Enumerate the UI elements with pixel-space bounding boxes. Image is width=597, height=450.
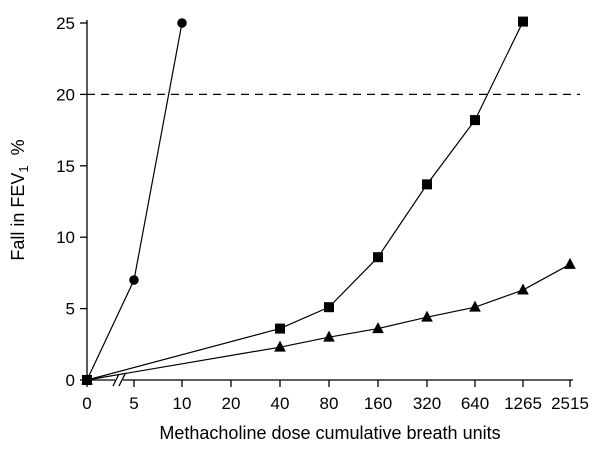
data-point-triangle (81, 373, 93, 385)
x-tick-label: 2515 (551, 394, 589, 413)
x-tick-label: 0 (82, 394, 91, 413)
data-point-square (324, 302, 334, 313)
data-point-square (373, 252, 383, 263)
ticks: 0 5 10 15 20 25 0 5 10 20 40 80 160 320 640 1265 2515 (56, 14, 589, 413)
x-tick-label: 80 (320, 394, 339, 413)
x-tick-label: 160 (364, 394, 392, 413)
x-tick-label: 1265 (504, 394, 542, 413)
axes (86, 20, 573, 387)
y-tick-label: 20 (56, 85, 75, 104)
series-line-circle (86, 22, 183, 381)
y-axis-title-subscript: 1 (16, 165, 31, 172)
data-point-circle (129, 275, 139, 285)
y-tick-label: 15 (56, 157, 75, 176)
axis-break-marker (112, 373, 126, 387)
y-tick-label: 0 (66, 371, 75, 390)
y-tick-label: 25 (56, 14, 75, 33)
x-axis-title: Methacholine dose cumulative breath unit… (159, 423, 500, 443)
x-tick-label: 10 (173, 394, 192, 413)
svg-text:Fall in FEV1%: Fall in FEV1% (8, 139, 31, 260)
y-axis-title-unit: % (8, 139, 28, 155)
x-tick-label: 20 (222, 394, 241, 413)
data-point-triangle (517, 283, 529, 295)
x-tick-label: 5 (129, 394, 138, 413)
y-tick-label: 5 (66, 300, 75, 319)
data-point-triangle (421, 310, 433, 322)
data-point-square (470, 115, 480, 126)
y-tick-label: 10 (56, 228, 75, 247)
data-point-square (422, 179, 432, 190)
data-point-circle (177, 18, 187, 28)
data-point-square (275, 323, 285, 334)
x-tick-label: 320 (413, 394, 441, 413)
y-axis-title-main: Fall in FEV (8, 173, 28, 261)
markers (81, 16, 576, 385)
x-tick-label: 640 (461, 394, 489, 413)
data-point-triangle (564, 257, 576, 269)
y-axis-title: Fall in FEV1% (8, 139, 31, 260)
data-point-triangle (469, 300, 481, 312)
data-point-triangle (372, 322, 384, 334)
series-line-square (86, 21, 524, 381)
data-point-triangle (323, 330, 335, 342)
data-point-triangle (274, 340, 286, 352)
series-line-triangle (86, 263, 571, 381)
series (86, 21, 571, 381)
data-point-square (518, 16, 528, 27)
x-tick-label: 40 (271, 394, 290, 413)
